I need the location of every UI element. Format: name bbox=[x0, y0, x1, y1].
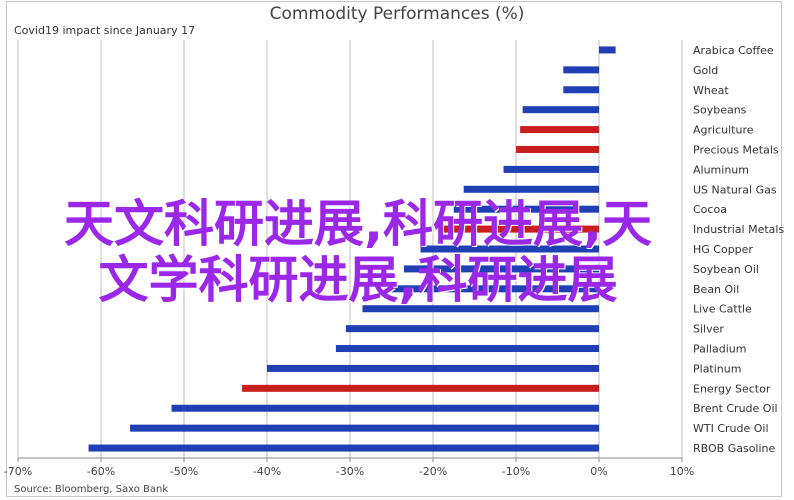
category-label: Silver bbox=[693, 323, 724, 336]
bar bbox=[463, 185, 599, 193]
watermark-overlay: 天文科研进展,科研进展,天 文学科研进展,科研进展 bbox=[18, 196, 698, 308]
category-label: Arabica Coffee bbox=[693, 44, 774, 57]
bar bbox=[516, 145, 599, 153]
category-label: Platinum bbox=[693, 362, 741, 375]
category-label: Aluminum bbox=[693, 163, 749, 176]
category-label: HG Copper bbox=[693, 243, 753, 256]
x-tick-label: -40% bbox=[253, 465, 281, 478]
category-label: WTI Crude Oil bbox=[693, 422, 769, 435]
bar bbox=[130, 424, 600, 432]
bars bbox=[88, 46, 616, 452]
category-label: Bean Oil bbox=[693, 283, 739, 296]
bar bbox=[88, 444, 600, 452]
bar bbox=[522, 106, 599, 114]
category-label: Soybean Oil bbox=[693, 263, 759, 276]
category-label: Industrial Metals bbox=[693, 223, 784, 236]
bar bbox=[599, 46, 616, 54]
category-labels: Arabica Coffee Gold Wheat Soybeans Agricultu… bbox=[693, 44, 784, 455]
bar bbox=[563, 66, 599, 74]
category-label: Palladium bbox=[693, 343, 746, 356]
bar bbox=[503, 165, 599, 173]
bar bbox=[267, 364, 599, 372]
bar bbox=[403, 265, 599, 273]
bar bbox=[441, 225, 599, 233]
chart-subtitle: Covid19 impact since January 17 bbox=[14, 24, 196, 37]
chart-frame bbox=[6, 1, 782, 497]
category-label: Soybeans bbox=[693, 104, 747, 117]
bar bbox=[453, 205, 599, 213]
bar bbox=[345, 325, 599, 333]
x-tick-label: 10% bbox=[670, 465, 694, 478]
category-label: Brent Crude Oil bbox=[693, 402, 778, 415]
watermark-line-1: 天文科研进展,科研进展,天 bbox=[64, 195, 652, 253]
bar bbox=[335, 345, 599, 353]
bar bbox=[420, 245, 599, 253]
category-label: Wheat bbox=[693, 84, 729, 97]
chart-title: Commodity Performances (%) bbox=[269, 4, 525, 24]
chart-source: Source: Bloomberg, Saxo Bank bbox=[14, 484, 169, 495]
x-tick-labels: -70% -60% -50% -40% -30% -20% -10% 0% 10% bbox=[4, 465, 694, 478]
bar bbox=[242, 384, 599, 392]
bar bbox=[362, 305, 599, 313]
x-tick-label: 0% bbox=[590, 465, 607, 478]
x-tick-label: -70% bbox=[4, 465, 32, 478]
bar bbox=[520, 126, 599, 134]
bar bbox=[391, 285, 599, 293]
category-label: Energy Sector bbox=[693, 382, 771, 395]
x-tick-label: -60% bbox=[87, 465, 115, 478]
category-label: Live Cattle bbox=[693, 303, 752, 316]
category-label: Cocoa bbox=[693, 203, 727, 216]
category-label: Gold bbox=[693, 64, 718, 77]
bar bbox=[563, 86, 599, 94]
x-tick-label: -20% bbox=[419, 465, 447, 478]
x-tick-label: -50% bbox=[170, 465, 198, 478]
bar bbox=[171, 404, 600, 412]
x-tick-label: -30% bbox=[336, 465, 364, 478]
watermark-line-2: 文学科研进展,科研进展 bbox=[98, 251, 618, 309]
category-label: Agriculture bbox=[693, 124, 754, 137]
category-label: Precious Metals bbox=[693, 143, 779, 156]
category-label: RBOB Gasoline bbox=[693, 442, 776, 455]
category-label: US Natural Gas bbox=[693, 183, 777, 196]
x-tick-label: -10% bbox=[502, 465, 530, 478]
